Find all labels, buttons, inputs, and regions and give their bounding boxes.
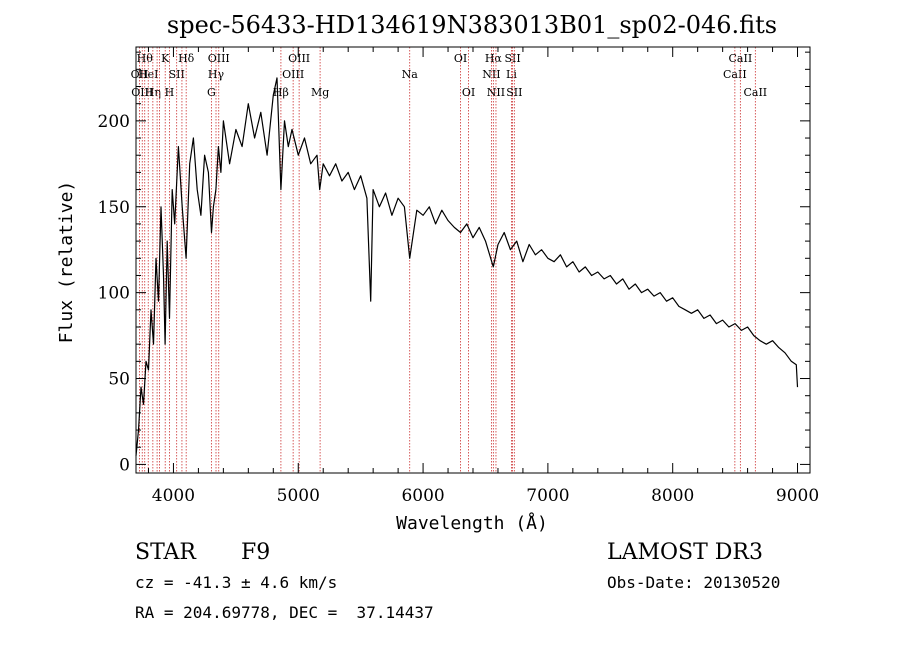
x-tick-label-0: 4000 (152, 486, 195, 506)
line-label-26: SII (504, 52, 520, 65)
spectrum-line (135, 77, 799, 456)
line-label-19: Na (402, 68, 419, 81)
line-label-14: OIII (208, 52, 230, 65)
chart-title: spec-56433-HD134619N383013B01_sp02-046.f… (167, 11, 777, 39)
object-subclass: F9 (241, 540, 271, 565)
line-label-4: Hη (145, 86, 161, 99)
line-label-17: OIII (288, 52, 310, 65)
object-class: STAR (135, 540, 196, 565)
line-label-29: CaII (729, 52, 753, 65)
y-tick-label-1: 50 (108, 370, 130, 390)
line-label-12: G (207, 86, 216, 99)
y-tick-label-3: 150 (98, 198, 130, 218)
x-tick-label-2: 6000 (401, 486, 444, 506)
x-tick-label-4: 8000 (651, 486, 694, 506)
line-label-24: NII (487, 86, 505, 99)
line-label-11: Hδ (178, 52, 195, 65)
velocity-readout: cz = -41.3 ± 4.6 km/s (135, 573, 338, 592)
axes-layer: 4000 5000 6000 7000 8000 9000 0 50 100 150 200 (98, 47, 819, 506)
line-label-28: CaII (723, 68, 747, 81)
observation-date: Obs-Date: 20130520 (607, 573, 781, 592)
emission-lines-layer: OIIOIIIHθHeIHηKHSIIHδGHγOIIIHβOIIIOIIIMg… (131, 47, 767, 473)
survey-name: LAMOST DR3 (607, 540, 763, 565)
line-label-0: OII (131, 68, 149, 81)
line-label-3: HeI (138, 68, 158, 81)
x-axis-label: Wavelength (Å) (396, 512, 548, 534)
x-tick-label-5: 9000 (776, 486, 819, 506)
line-label-9: SII (169, 68, 185, 81)
line-label-23: Hα (485, 52, 503, 65)
line-label-20: OI (454, 52, 467, 65)
line-label-30: CaII (743, 86, 767, 99)
line-label-25: Li (506, 68, 517, 81)
line-label-22: NII (482, 68, 500, 81)
line-label-8: H (165, 86, 175, 99)
line-label-18: Mg (311, 86, 329, 99)
plot-frame (135, 46, 811, 474)
line-label-13: Hγ (208, 68, 225, 81)
spectrum-layer (135, 77, 799, 456)
line-label-1: OIII (131, 86, 153, 99)
coordinates-readout: RA = 204.69778, DEC = 37.14437 (135, 603, 434, 622)
line-label-7: K (161, 52, 170, 65)
y-axis-label: Flux (relative) (56, 181, 77, 344)
x-tick-label-3: 7000 (526, 486, 569, 506)
line-label-2: Hθ (137, 52, 154, 65)
y-tick-label-2: 100 (98, 284, 130, 304)
x-tick-label-1: 5000 (277, 486, 320, 506)
y-tick-label-0: 0 (119, 455, 130, 475)
y-tick-label-4: 200 (98, 112, 130, 132)
line-label-27: SII (506, 86, 522, 99)
line-label-16: OIII (282, 68, 304, 81)
line-label-21: OI (462, 86, 475, 99)
